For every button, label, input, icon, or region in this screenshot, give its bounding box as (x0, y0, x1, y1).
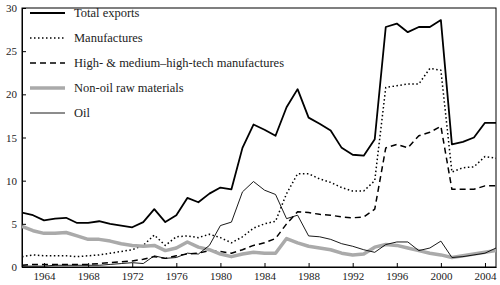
y-tick: 10 (6, 175, 26, 187)
x-axis: 1964 1968 1972 1976 1980 1984 1988 1992 1996 2000… (23, 263, 497, 282)
y-axis: 0 5 10 15 20 25 30 (6, 2, 26, 273)
legend-item: High- & medium–high-tech manufactures (30, 56, 284, 70)
x-tick-mark (176, 263, 177, 267)
x-tick: 1972 (122, 263, 144, 282)
legend-swatch (30, 86, 65, 90)
legend-swatch (30, 12, 65, 14)
legend-label: High- & medium–high-tech manufactures (74, 56, 284, 70)
x-tick-mark (353, 263, 354, 267)
y-tick: 0 (12, 261, 27, 273)
y-tick-label: 0 (12, 261, 18, 273)
plot-area: 1964196819721976198019841988199219962000… (6, 2, 497, 282)
series-line (22, 20, 496, 227)
legend-label: Oil (74, 106, 91, 120)
x-tick: 2000 (430, 263, 453, 282)
series-line (22, 68, 496, 256)
x-tick: 1976 (166, 263, 189, 282)
x-tick-label: 1996 (386, 270, 409, 282)
legend-item: Oil (30, 106, 91, 120)
legend-swatch (30, 37, 65, 39)
y-tick-label: 15 (6, 132, 18, 144)
x-tick: 1992 (342, 263, 364, 282)
y-tick-label: 10 (6, 175, 18, 187)
y-tick: 15 (6, 132, 26, 144)
y-tick-mark (22, 267, 26, 268)
y-tick-mark (22, 8, 26, 9)
x-axis-line (23, 267, 497, 268)
legend-item: Manufactures (30, 31, 143, 45)
x-tick: 1988 (298, 263, 321, 282)
x-tick: 2004 (474, 263, 497, 282)
x-tick-label: 1972 (122, 270, 144, 282)
y-tick-label: 5 (12, 218, 18, 230)
plot-frame (22, 8, 496, 267)
x-tick-mark (265, 263, 266, 267)
lines (22, 20, 496, 266)
x-tick: 1968 (78, 263, 101, 282)
x-tick-mark (485, 263, 486, 267)
legend-label: Non-oil raw materials (74, 81, 184, 95)
series-line (22, 182, 496, 267)
y-tick-mark (22, 224, 26, 225)
x-tick-label: 1980 (210, 270, 233, 282)
x-tick: 1984 (254, 263, 277, 282)
y-tick: 30 (6, 2, 26, 14)
y-tick-label: 25 (6, 45, 18, 57)
legend: Total exports Manufactures High- & medium–… (30, 6, 284, 120)
x-tick-mark (441, 263, 442, 267)
legend-label: Manufactures (74, 31, 143, 45)
x-tick-label: 2004 (474, 270, 497, 282)
x-tick: 1980 (210, 263, 233, 282)
y-tick-label: 20 (6, 88, 18, 100)
legend-swatch (30, 62, 65, 64)
x-tick-label: 1976 (166, 270, 189, 282)
legend-swatch (30, 113, 65, 114)
y-tick-label: 30 (6, 2, 18, 14)
chart-svg: 1964196819721976198019841988199219962000… (0, 0, 500, 285)
x-tick-label: 2000 (430, 270, 453, 282)
x-tick-label: 1968 (78, 270, 101, 282)
y-tick-mark (22, 51, 26, 52)
x-tick-label: 1984 (254, 270, 277, 282)
chart-container: 1964196819721976198019841988199219962000… (0, 0, 500, 285)
y-tick: 25 (6, 45, 26, 57)
x-tick-mark (220, 263, 221, 267)
x-tick-label: 1964 (34, 270, 57, 282)
x-tick-label: 1988 (298, 270, 321, 282)
series-line (22, 226, 496, 257)
legend-item: Non-oil raw materials (30, 81, 184, 95)
x-tick-label: 1992 (342, 270, 364, 282)
legend-label: Total exports (74, 6, 140, 20)
y-tick: 20 (6, 88, 26, 100)
x-tick-mark (132, 263, 133, 267)
x-tick-mark (309, 263, 310, 267)
y-tick-mark (22, 138, 26, 139)
y-tick-mark (22, 94, 26, 95)
y-tick-mark (22, 181, 26, 182)
series-line (22, 126, 496, 265)
x-tick: 1996 (386, 263, 409, 282)
x-tick-mark (397, 263, 398, 267)
legend-item: Total exports (30, 6, 140, 20)
